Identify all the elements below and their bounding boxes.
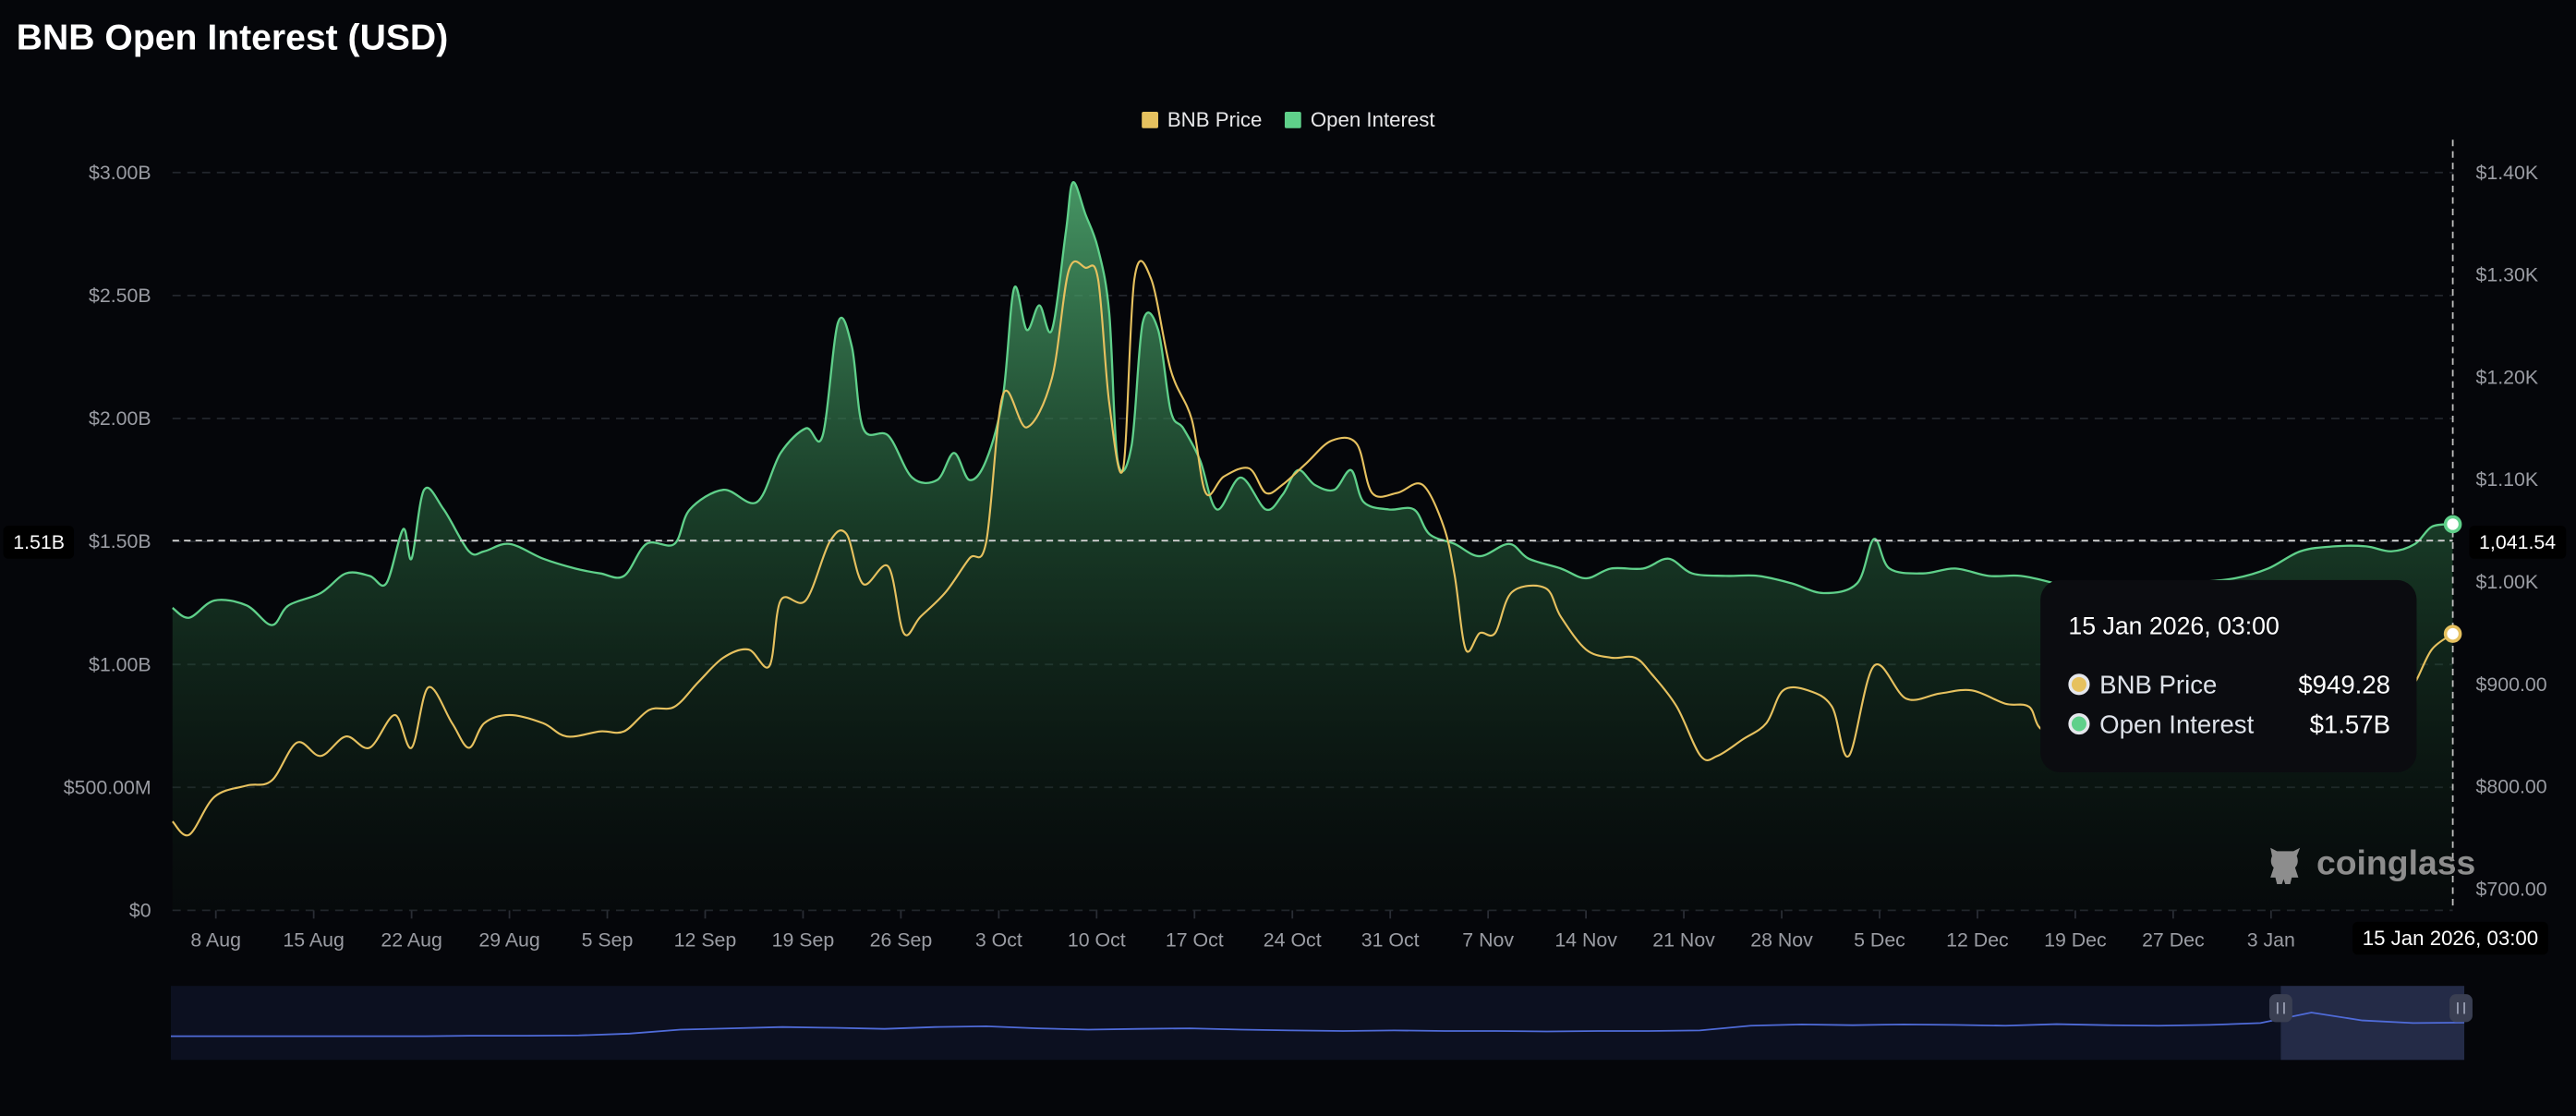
x-tick-label: 14 Nov: [1554, 929, 1617, 952]
y-right-tick-label: $1.20K: [2476, 366, 2539, 388]
x-tick-label: 3 Oct: [975, 929, 1022, 952]
x-tick-label: 5 Dec: [1854, 929, 1905, 952]
tooltip-date: 15 Jan 2026, 03:00: [2068, 613, 2280, 641]
y-left-tick-label: $0: [129, 900, 151, 922]
watermark-text: coinglass: [2316, 844, 2476, 883]
y-left-tick-label: $1.00B: [89, 653, 151, 675]
open-interest-area: [172, 182, 2453, 911]
legend-item-bnb-price[interactable]: BNB Price: [1141, 108, 1262, 131]
y-left-tick-label: $3.00B: [89, 162, 151, 184]
y-left-tick-label: $2.00B: [89, 407, 151, 430]
y-left-tick-label: $1.50B: [89, 530, 151, 552]
crosshair-left-label: 1.51B: [3, 526, 75, 559]
y-right-tick-label: $900.00: [2476, 673, 2547, 696]
crosshair-x-label: 15 Jan 2026, 03:00: [2352, 921, 2548, 955]
x-tick-label: 5 Sep: [582, 929, 634, 952]
x-tick-label: 31 Oct: [1361, 929, 1420, 952]
x-tick-label: 8 Aug: [190, 929, 241, 952]
grip-icon: [2457, 1002, 2465, 1014]
open-interest-marker: [2443, 515, 2462, 534]
grip-icon: [2276, 1002, 2285, 1014]
chart-title: BNB Open Interest (USD): [16, 16, 449, 58]
y-right-tick-label: $800.00: [2476, 776, 2547, 798]
y-right-tick-label: $1.30K: [2476, 264, 2539, 286]
x-tick-label: 22 Aug: [381, 929, 441, 952]
y-right-tick-label: $1.40K: [2476, 162, 2539, 184]
x-tick-label: 15 Aug: [283, 929, 344, 952]
navigator-right-handle[interactable]: [2449, 994, 2473, 1023]
x-tick-label: 24 Oct: [1264, 929, 1322, 952]
tooltip-row-open-interest: Open Interest $1.57B: [2068, 711, 2390, 741]
x-tick-label: 12 Sep: [674, 929, 737, 952]
crosshair-right-label: 1,041.54: [2469, 526, 2566, 559]
tooltip-row-bnb-price: BNB Price $949.28: [2068, 672, 2390, 701]
x-tick-label: 17 Oct: [1166, 929, 1224, 952]
legend-item-open-interest[interactable]: Open Interest: [1284, 108, 1435, 132]
x-tick-label: 19 Sep: [772, 929, 835, 952]
x-tick-label: 10 Oct: [1068, 929, 1126, 952]
x-tick-label: 19 Dec: [2044, 929, 2107, 952]
tooltip-value: $1.57B: [2309, 711, 2391, 740]
x-tick-label: 27 Dec: [2142, 929, 2205, 952]
y-left-tick-label: $2.50B: [89, 285, 151, 307]
coinglass-watermark: coinglass: [2264, 842, 2475, 888]
tooltip-value: $949.28: [2298, 672, 2391, 700]
legend-swatch-icon: [1141, 111, 1158, 128]
x-tick-label: 21 Nov: [1652, 929, 1715, 952]
tooltip-series-name: Open Interest: [2099, 711, 2255, 740]
y-right-tick-label: $1.10K: [2476, 468, 2539, 491]
bnb-price-marker: [2443, 625, 2462, 643]
navigator-background[interactable]: [170, 986, 2465, 1061]
legend-label: Open Interest: [1310, 108, 1435, 132]
open-interest-dot-icon: [2068, 712, 2090, 735]
navigator-left-handle[interactable]: [2268, 994, 2292, 1023]
legend-label: BNB Price: [1167, 108, 1263, 132]
y-left-tick-label: $500.00M: [64, 776, 151, 798]
tooltip: 15 Jan 2026, 03:00 BNB Price $949.28 Open…: [2040, 579, 2417, 772]
tooltip-series-name: BNB Price: [2099, 672, 2218, 700]
coinglass-logo-icon: [2270, 847, 2301, 884]
y-right-tick-label: $1.00K: [2476, 571, 2539, 593]
bnb-price-dot-icon: [2068, 673, 2090, 696]
x-tick-label: 29 Aug: [478, 929, 539, 952]
y-right-tick-label: $700.00: [2476, 878, 2547, 900]
legend: BNB Price Open Interest: [0, 108, 2576, 133]
x-tick-label: 3 Jan: [2247, 929, 2295, 952]
x-tick-label: 7 Nov: [1462, 929, 1514, 952]
x-tick-label: 26 Sep: [870, 929, 933, 952]
x-tick-label: 28 Nov: [1750, 929, 1813, 952]
legend-swatch-icon: [1284, 111, 1301, 128]
open-interest-line[interactable]: [172, 181, 2453, 626]
navigator-series-line: [170, 1012, 2465, 1037]
bnb-price-line[interactable]: [171, 260, 2454, 837]
x-tick-label: 12 Dec: [1946, 929, 2009, 952]
